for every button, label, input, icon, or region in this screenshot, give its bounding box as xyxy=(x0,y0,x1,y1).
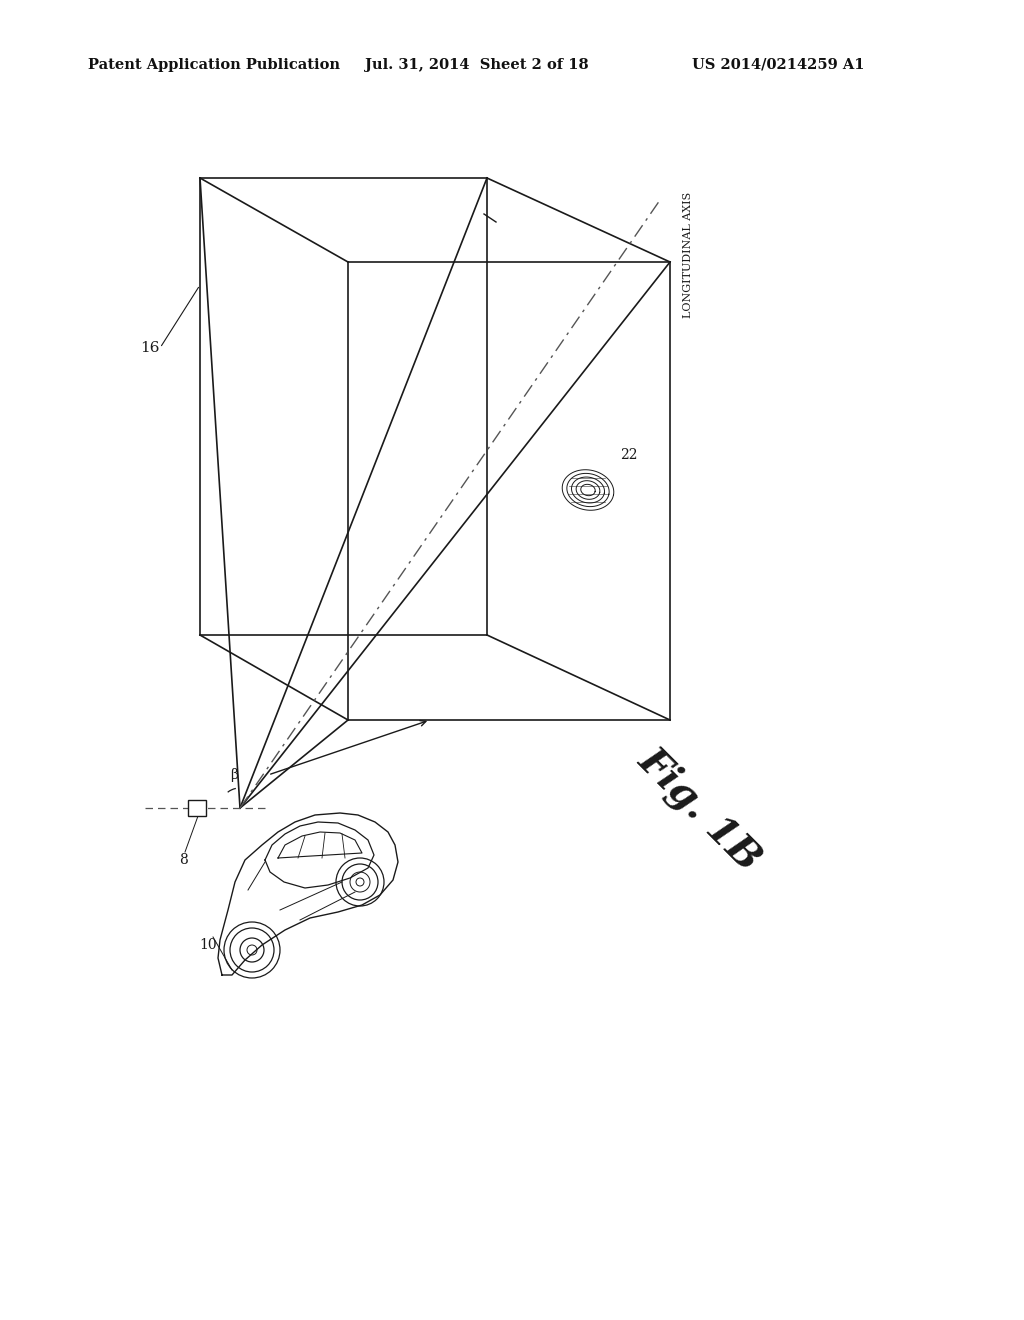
Text: β: β xyxy=(230,768,238,781)
Text: Patent Application Publication: Patent Application Publication xyxy=(88,58,340,73)
Text: US 2014/0214259 A1: US 2014/0214259 A1 xyxy=(692,58,864,73)
Text: 8: 8 xyxy=(178,853,187,867)
Text: 16: 16 xyxy=(140,341,160,355)
Bar xyxy=(188,800,206,816)
Text: Jul. 31, 2014  Sheet 2 of 18: Jul. 31, 2014 Sheet 2 of 18 xyxy=(365,58,589,73)
Text: 10: 10 xyxy=(200,939,217,952)
Text: LONGITUDINAL AXIS: LONGITUDINAL AXIS xyxy=(683,191,693,318)
Text: 22: 22 xyxy=(620,447,638,462)
Text: Fig. 1B: Fig. 1B xyxy=(631,741,769,879)
